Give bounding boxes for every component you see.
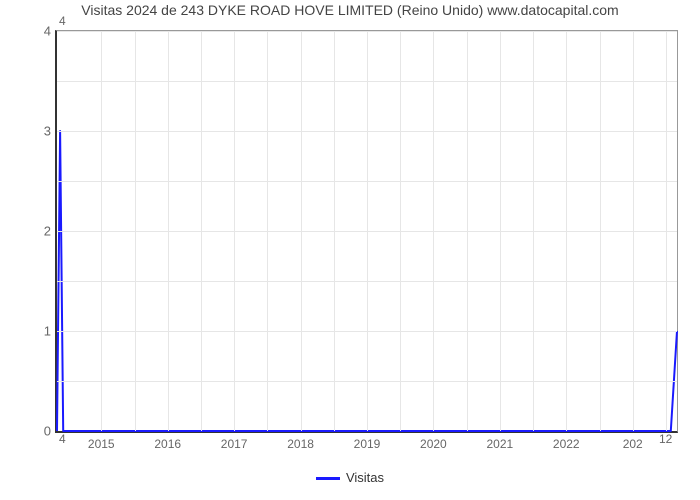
plot-area: 0123420152016201720182019202020212022202 [55, 30, 678, 433]
gridline-v [135, 31, 136, 431]
corner-label-bottom-right: 12 [659, 432, 672, 446]
gridline-v [600, 31, 601, 431]
x-tick-label: 2021 [487, 437, 514, 451]
legend-swatch [316, 477, 340, 480]
y-tick-label: 3 [44, 124, 51, 139]
x-tick-label: 2018 [287, 437, 314, 451]
legend-label: Visitas [346, 470, 384, 485]
gridline-v [234, 31, 235, 431]
x-tick-label: 2017 [221, 437, 248, 451]
gridline-v [301, 31, 302, 431]
x-tick-label: 2019 [354, 437, 381, 451]
x-tick-label: 2015 [88, 437, 115, 451]
gridline-v [467, 31, 468, 431]
x-tick-label: 2020 [420, 437, 447, 451]
gridline-v [433, 31, 434, 431]
gridline-v [201, 31, 202, 431]
gridline-v [267, 31, 268, 431]
x-tick-label: 202 [623, 437, 643, 451]
gridline-v [666, 31, 667, 431]
gridline-v [168, 31, 169, 431]
y-tick-label: 4 [44, 24, 51, 39]
y-tick-label: 0 [44, 424, 51, 439]
x-tick-label: 2022 [553, 437, 580, 451]
gridline-v [400, 31, 401, 431]
chart-title: Visitas 2024 de 243 DYKE ROAD HOVE LIMIT… [0, 2, 700, 18]
gridline-v [334, 31, 335, 431]
visitas-chart: Visitas 2024 de 243 DYKE ROAD HOVE LIMIT… [0, 0, 700, 500]
corner-label-bottom-left: 4 [59, 432, 66, 446]
legend: Visitas [0, 470, 700, 485]
gridline-v [367, 31, 368, 431]
x-tick-label: 2016 [154, 437, 181, 451]
y-tick-label: 2 [44, 224, 51, 239]
gridline-v [101, 31, 102, 431]
gridline-v [566, 31, 567, 431]
y-tick-label: 1 [44, 324, 51, 339]
corner-label-top-left: 4 [59, 14, 66, 28]
gridline-v [633, 31, 634, 431]
gridline-v [500, 31, 501, 431]
gridline-v [533, 31, 534, 431]
